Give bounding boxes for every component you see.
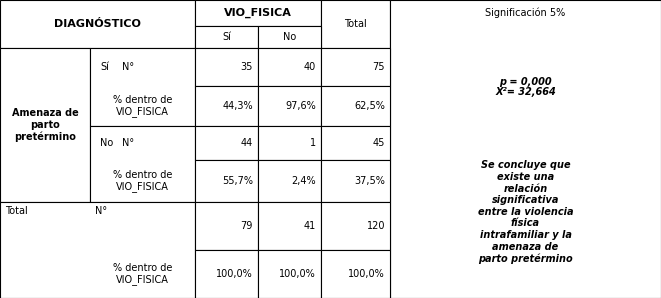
Bar	[258, 160, 321, 202]
Bar	[258, 202, 321, 250]
Bar	[195, 86, 258, 126]
Text: 79: 79	[241, 221, 253, 231]
Bar	[258, 250, 321, 298]
Text: 100,0%: 100,0%	[216, 269, 253, 279]
Text: 97,6%: 97,6%	[286, 101, 316, 111]
Text: DIAGNÓSTICO: DIAGNÓSTICO	[54, 19, 141, 29]
Bar	[195, 160, 258, 202]
Text: 1: 1	[310, 138, 316, 148]
Bar	[321, 86, 390, 126]
Text: 100,0%: 100,0%	[348, 269, 385, 279]
Bar	[195, 250, 258, 298]
Bar	[321, 0, 390, 48]
Bar	[195, 202, 258, 250]
Bar	[0, 202, 195, 298]
Text: 37,5%: 37,5%	[354, 176, 385, 186]
Text: 75: 75	[373, 62, 385, 72]
Text: Se concluye que
existe una
relación
significativa
entre la violencia
física
intr: Se concluye que existe una relación sign…	[478, 160, 573, 264]
Bar	[195, 26, 258, 48]
Text: 41: 41	[304, 221, 316, 231]
Text: 40: 40	[304, 62, 316, 72]
Bar	[321, 160, 390, 202]
Bar	[321, 250, 390, 298]
Text: % dentro de
VIO_FISICA: % dentro de VIO_FISICA	[113, 95, 172, 117]
Bar	[321, 126, 390, 160]
Text: Sí: Sí	[100, 62, 109, 72]
Text: 55,7%: 55,7%	[222, 176, 253, 186]
Text: VIO_FISICA: VIO_FISICA	[224, 8, 292, 18]
Text: 62,5%: 62,5%	[354, 101, 385, 111]
Text: 45: 45	[373, 138, 385, 148]
Bar	[0, 0, 195, 48]
Text: N°: N°	[122, 138, 134, 148]
Text: 44,3%: 44,3%	[222, 101, 253, 111]
Text: Significación 5%: Significación 5%	[485, 8, 566, 18]
Text: Sí: Sí	[222, 32, 231, 42]
Text: 2,4%: 2,4%	[292, 176, 316, 186]
Bar	[0, 48, 90, 202]
Text: N°: N°	[95, 206, 107, 216]
Text: Total: Total	[344, 19, 367, 29]
Bar	[90, 48, 195, 126]
Text: X²= 32,664: X²= 32,664	[495, 87, 556, 97]
Bar	[195, 0, 321, 26]
Text: 120: 120	[366, 221, 385, 231]
Text: 100,0%: 100,0%	[279, 269, 316, 279]
Bar	[90, 126, 195, 202]
Text: p = 0,000: p = 0,000	[499, 77, 552, 87]
Bar	[390, 0, 661, 298]
Bar	[321, 202, 390, 250]
Text: 44: 44	[241, 138, 253, 148]
Bar	[258, 126, 321, 160]
Bar	[258, 48, 321, 86]
Bar	[321, 48, 390, 86]
Bar	[195, 126, 258, 160]
Text: No: No	[100, 138, 113, 148]
Text: Amenaza de
parto
pretérmino: Amenaza de parto pretérmino	[12, 108, 79, 142]
Bar	[195, 48, 258, 86]
Text: 35: 35	[241, 62, 253, 72]
Text: N°: N°	[122, 62, 134, 72]
Text: % dentro de
VIO_FISICA: % dentro de VIO_FISICA	[113, 263, 172, 285]
Text: No: No	[283, 32, 296, 42]
Bar	[258, 86, 321, 126]
Text: % dentro de
VIO_FISICA: % dentro de VIO_FISICA	[113, 170, 172, 192]
Text: Total: Total	[5, 206, 28, 216]
Bar	[258, 26, 321, 48]
